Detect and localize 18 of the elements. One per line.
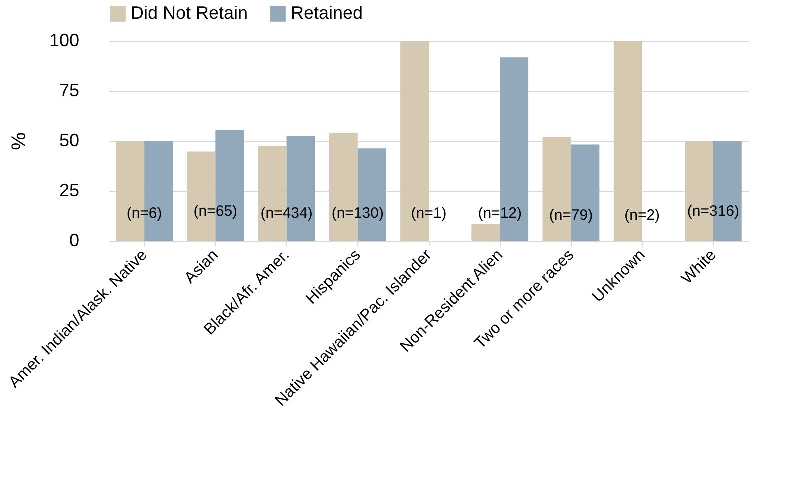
annotation: (n=12): [478, 205, 522, 222]
annotation: (n=65): [194, 203, 238, 220]
annotation: (n=1): [411, 205, 447, 222]
annotation: (n=434): [260, 205, 313, 222]
annotation: (n=2): [624, 207, 660, 224]
annotation: (n=79): [549, 207, 594, 224]
annotation: (n=130): [332, 205, 384, 222]
annotation: (n=316): [687, 203, 740, 220]
legend-label: Did Not Retain: [131, 3, 248, 23]
annotation: (n=6): [126, 205, 162, 222]
bar: [472, 224, 500, 241]
y-tick-label: 100: [49, 30, 80, 50]
y-tick-label: 25: [59, 180, 80, 200]
legend-label: Retained: [291, 3, 364, 23]
y-tick-label: 50: [59, 130, 80, 150]
y-tick-label: 0: [69, 230, 80, 250]
y-axis-title: %: [8, 132, 30, 150]
y-tick-label: 75: [59, 80, 80, 100]
